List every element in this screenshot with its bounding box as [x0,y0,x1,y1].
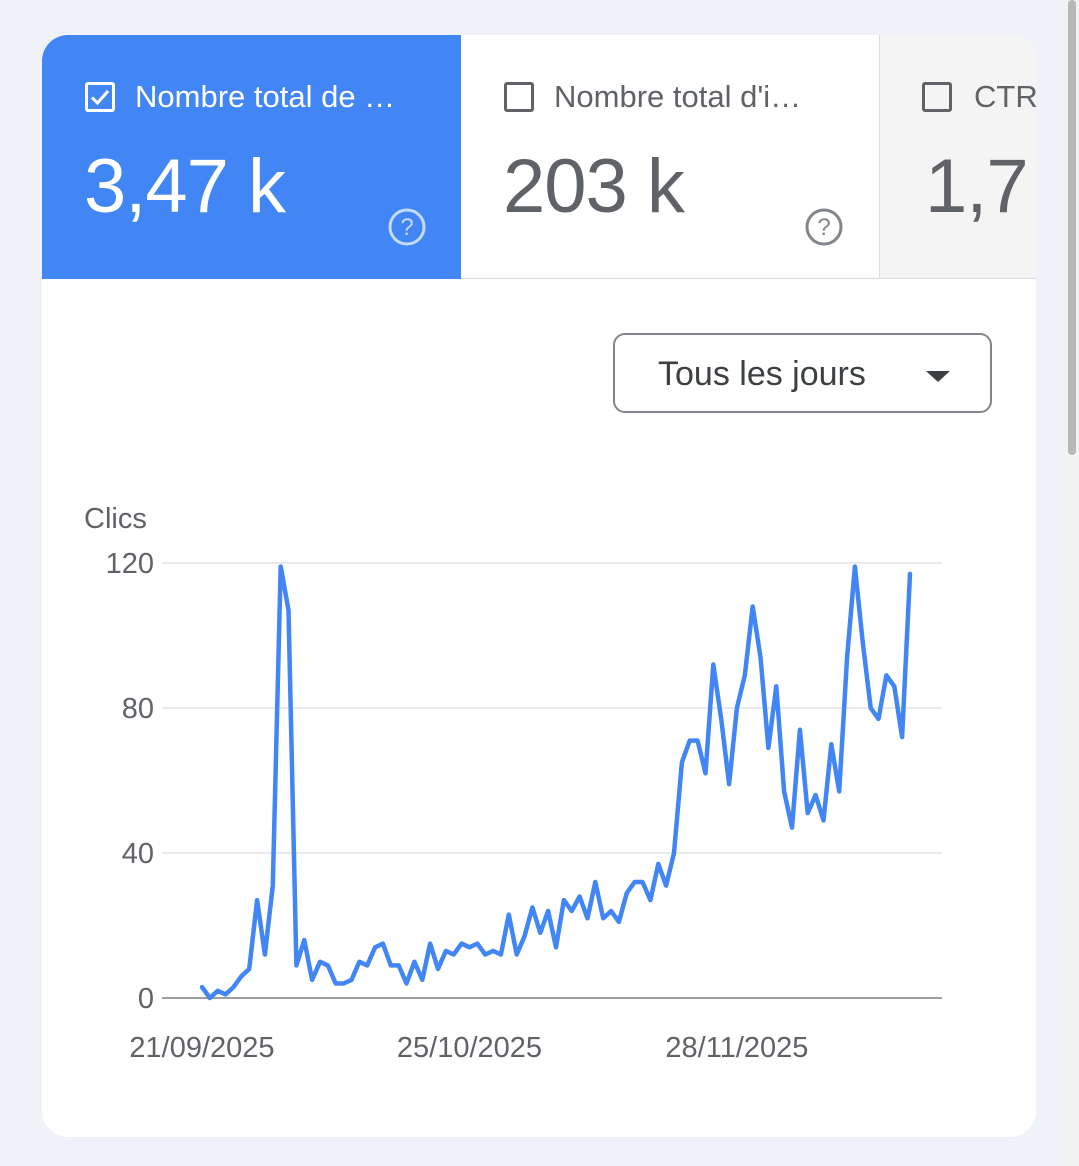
metric-value: 3,47 k [84,144,286,229]
x-tick-label: 25/10/2025 [397,1032,542,1064]
scrollbar-thumb[interactable] [1068,0,1076,455]
metric-label: Nombre total de … [135,79,396,114]
x-tick-label: 28/11/2025 [665,1032,808,1064]
svg-text:?: ? [400,214,413,241]
y-tick-label: 40 [122,838,154,870]
metric-tiles: Nombre total de … 3,47 k ? Nombre total … [42,35,1036,279]
performance-card: Nombre total de … 3,47 k ? Nombre total … [42,35,1036,1137]
clicks-line-chart: Clics 0 40 80 120 21/09/2025 25/10/2025 28/11/2… [84,503,942,1064]
help-circle-icon[interactable]: ? [387,207,427,247]
series-line-clicks [199,564,913,1001]
metric-value: 203 k [503,144,685,229]
metric-tile-ctr[interactable]: CTR 1,7 [880,35,1036,279]
metric-label: CTR [974,79,1036,114]
metric-tile-impressions[interactable]: Nombre total d'i… 203 k ? [461,35,880,279]
metric-label: Nombre total d'i… [554,79,802,114]
checkbox-unchecked-icon[interactable] [504,82,534,112]
help-circle-icon[interactable]: ? [804,207,844,247]
y-tick-label: 120 [106,548,154,580]
checkbox-unchecked-icon[interactable] [922,82,952,112]
svg-text:?: ? [817,214,830,241]
caret-down-icon [926,371,950,382]
dropdown-selected-value: Tous les jours [658,355,866,393]
metric-value: 1,7 [925,144,1029,229]
x-tick-label: 21/09/2025 [129,1032,274,1064]
metric-tile-clicks[interactable]: Nombre total de … 3,47 k ? [42,35,461,279]
y-tick-label: 0 [138,983,154,1015]
y-axis-title: Clics [84,503,147,535]
granularity-dropdown[interactable]: Tous les jours [613,333,992,413]
checkbox-checked-icon[interactable] [85,82,115,112]
y-tick-label: 80 [122,693,154,725]
